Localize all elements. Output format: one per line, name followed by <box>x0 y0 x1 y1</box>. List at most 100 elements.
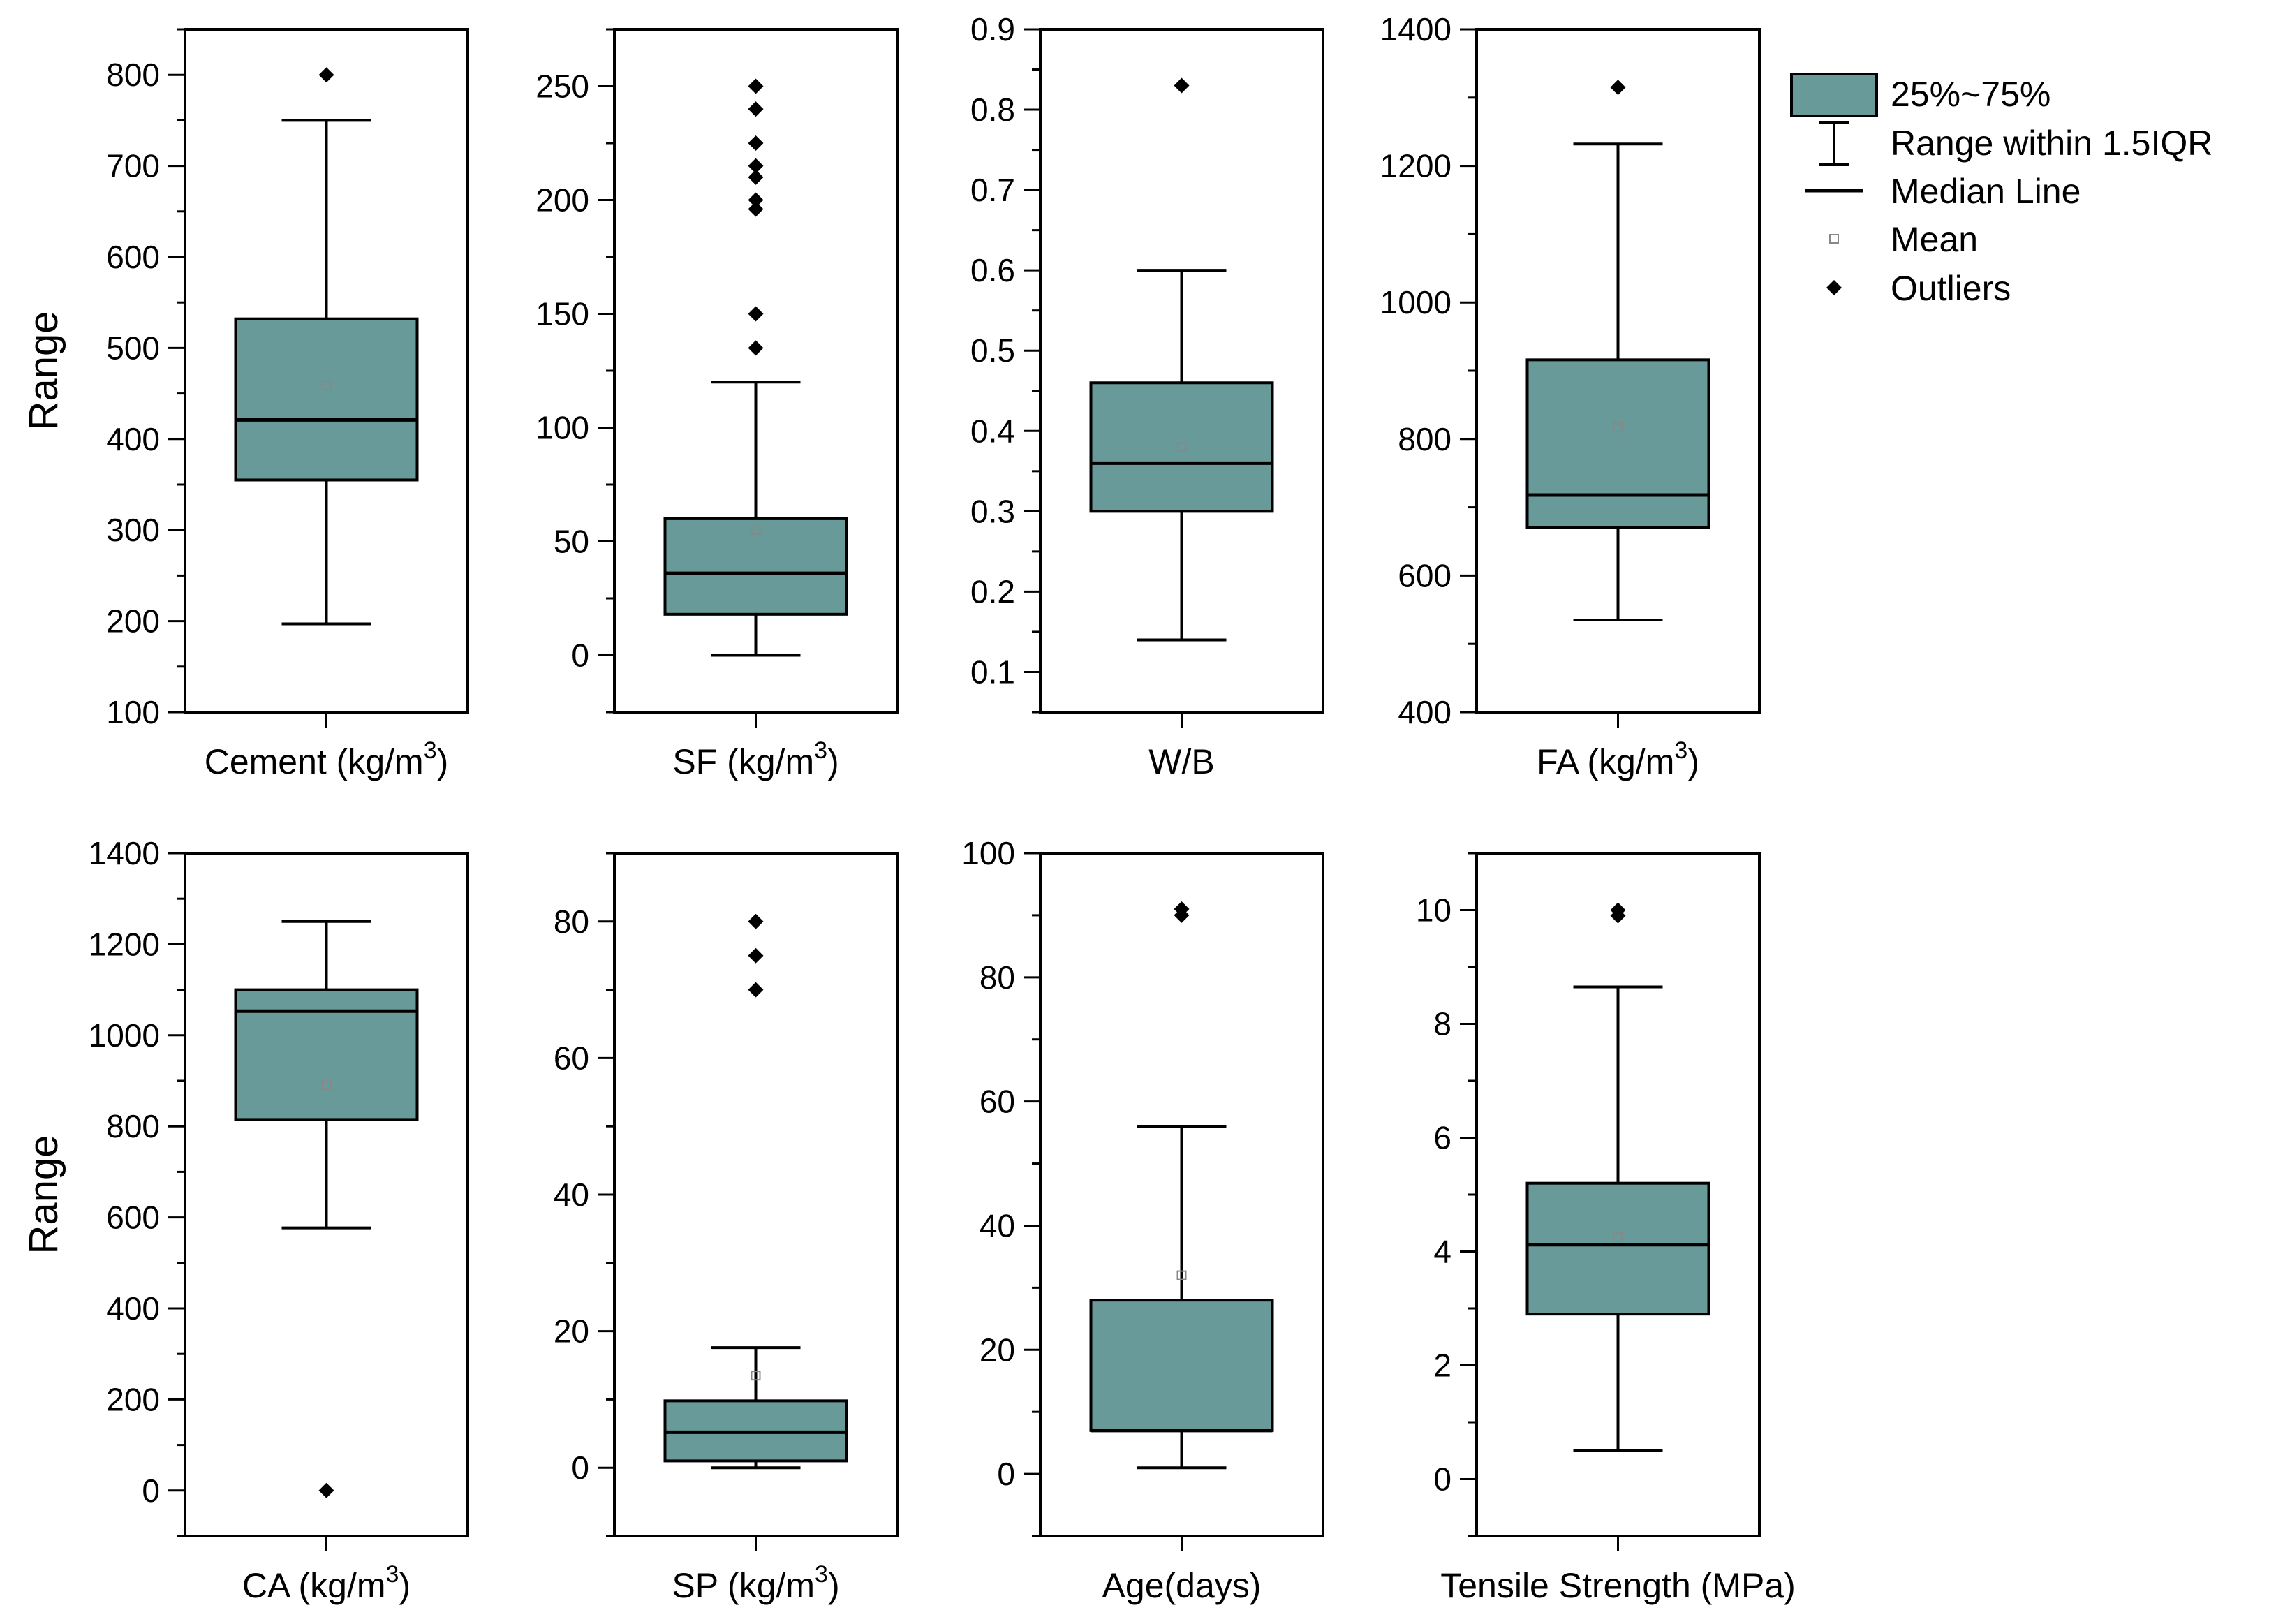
outlier-marker <box>748 78 764 94</box>
y-tick-label: 1400 <box>1380 11 1451 47</box>
outlier-marker <box>748 192 764 208</box>
y-tick-label: 40 <box>554 1176 589 1213</box>
legend-entry-diamond: Outliers <box>1826 269 2011 308</box>
x-axis-label: FA (kg/m3) <box>1537 737 1699 781</box>
iqr-box <box>1089 1299 1274 1432</box>
outlier-marker <box>748 135 764 151</box>
outlier-marker <box>748 947 764 964</box>
y-tick-label: 1200 <box>1380 148 1451 184</box>
y-tick-label: 0 <box>571 1449 589 1486</box>
mean-marker <box>1613 422 1623 433</box>
outlier-marker <box>748 982 764 998</box>
y-tick-label: 150 <box>535 296 589 332</box>
legend: 25%~75% Range within 1.5IQR Median Line Mea… <box>1790 73 2212 308</box>
outlier-marker <box>318 1482 334 1498</box>
legend-entry-whisker: Range within 1.5IQR <box>1819 121 2212 166</box>
y-tick-label: 50 <box>554 524 589 560</box>
x-axis-label: Age(days) <box>1102 1566 1262 1605</box>
outlier-marker <box>1174 901 1190 917</box>
y-tick-label: 100 <box>961 835 1015 871</box>
panel-4: 0 200 400 600 800 1000 1200 1400 CA (kg/m3) Range <box>21 835 469 1605</box>
outlier-marker <box>748 101 764 117</box>
iqr-box <box>234 988 419 1121</box>
x-axis-label: W/B <box>1148 742 1214 781</box>
y-tick-label: 80 <box>554 903 589 940</box>
y-tick-label: 0.2 <box>970 573 1015 610</box>
y-tick-label: 200 <box>106 603 160 640</box>
outlier-marker <box>748 158 764 174</box>
outlier-marker <box>318 67 334 83</box>
mean-marker <box>1176 442 1187 452</box>
y-tick-label: 40 <box>980 1207 1015 1243</box>
outlier-marker <box>748 306 764 322</box>
y-tick-label: 200 <box>106 1381 160 1417</box>
y-tick-label: 0 <box>571 637 589 674</box>
outlier-marker <box>748 169 764 185</box>
legend-box-swatch <box>1790 73 1878 117</box>
x-axis-label: CA (kg/m3) <box>242 1561 411 1605</box>
y-tick-label: 500 <box>106 330 160 366</box>
x-axis-label: Cement (kg/m3) <box>205 737 449 781</box>
y-tick-label: 100 <box>535 410 589 446</box>
y-tick-label: 600 <box>1398 557 1451 593</box>
y-tick-label: 1400 <box>89 835 160 871</box>
y-tick-label: 80 <box>980 959 1015 996</box>
panel-2: 0.1 0.2 0.3 0.4 0.5 0.6 0.7 0.8 0.9 W/B <box>970 11 1324 781</box>
outlier-marker <box>1174 77 1190 94</box>
y-tick-label: 20 <box>554 1313 589 1350</box>
y-tick-label: 200 <box>535 182 589 219</box>
legend-entry-open-square: Mean <box>1829 220 1978 259</box>
iqr-box <box>663 517 848 616</box>
y-tick-label: 60 <box>554 1040 589 1076</box>
y-tick-label: 0 <box>1433 1461 1451 1498</box>
panel-1: 0 50 100 150 200 250 SF (kg/m3) <box>535 28 899 781</box>
y-tick-label: 4 <box>1433 1234 1451 1270</box>
mean-marker <box>321 380 332 390</box>
x-axis-label: SF (kg/m3) <box>672 737 838 781</box>
panel-6: 0 20 40 60 80 100 Age(days) <box>961 835 1324 1605</box>
y-tick-label: 800 <box>1398 421 1451 457</box>
y-tick-label: 6 <box>1433 1120 1451 1156</box>
y-tick-label: 1000 <box>1380 284 1451 320</box>
panel-5: 0 20 40 60 80 SP (kg/m3) <box>554 852 899 1605</box>
y-tick-label: 1200 <box>89 926 160 962</box>
mean-marker <box>751 1371 761 1381</box>
y-tick-label: 0.3 <box>970 493 1015 529</box>
y-tick-label: 800 <box>106 57 160 93</box>
iqr-box <box>234 317 419 482</box>
outlier-marker <box>1610 80 1626 96</box>
y-tick-label: 300 <box>106 512 160 548</box>
y-axis-label: Range <box>21 1135 66 1255</box>
y-tick-label: 700 <box>106 148 160 184</box>
mean-marker <box>751 525 761 536</box>
x-axis-label: Tensile Strength (MPa) <box>1440 1566 1796 1605</box>
iqr-box <box>1089 381 1274 513</box>
y-tick-label: 250 <box>535 68 589 105</box>
iqr-box <box>1525 1181 1710 1316</box>
y-tick-label: 0 <box>142 1472 160 1509</box>
y-tick-label: 0.7 <box>970 172 1015 208</box>
panel-7: 0 2 4 6 8 10 Tensile Strength (MPa) <box>1416 852 1796 1605</box>
y-tick-label: 20 <box>980 1331 1015 1368</box>
y-tick-label: 8 <box>1433 1006 1451 1042</box>
y-tick-label: 400 <box>1398 694 1451 730</box>
y-tick-label: 0.5 <box>970 332 1015 369</box>
y-tick-label: 0.4 <box>970 413 1015 449</box>
y-tick-label: 0.1 <box>970 654 1015 690</box>
panel-0: 100 200 300 400 500 600 700 800 Cement (kg/m3) Ra… <box>21 28 469 781</box>
y-tick-label: 800 <box>106 1108 160 1144</box>
y-tick-label: 10 <box>1416 892 1451 929</box>
outlier-marker <box>748 201 764 217</box>
outlier-marker <box>748 913 764 929</box>
legend-entry-box: 25%~75% <box>1790 73 2050 117</box>
legend-label: Range within 1.5IQR <box>1891 124 2212 163</box>
legend-label: Median Line <box>1891 172 2081 211</box>
y-tick-label: 100 <box>106 694 160 730</box>
mean-marker <box>1613 1232 1623 1243</box>
y-tick-label: 0.8 <box>970 91 1015 128</box>
mean-marker <box>1176 1270 1187 1280</box>
y-tick-label: 400 <box>106 421 160 457</box>
outlier-marker <box>1610 902 1626 918</box>
